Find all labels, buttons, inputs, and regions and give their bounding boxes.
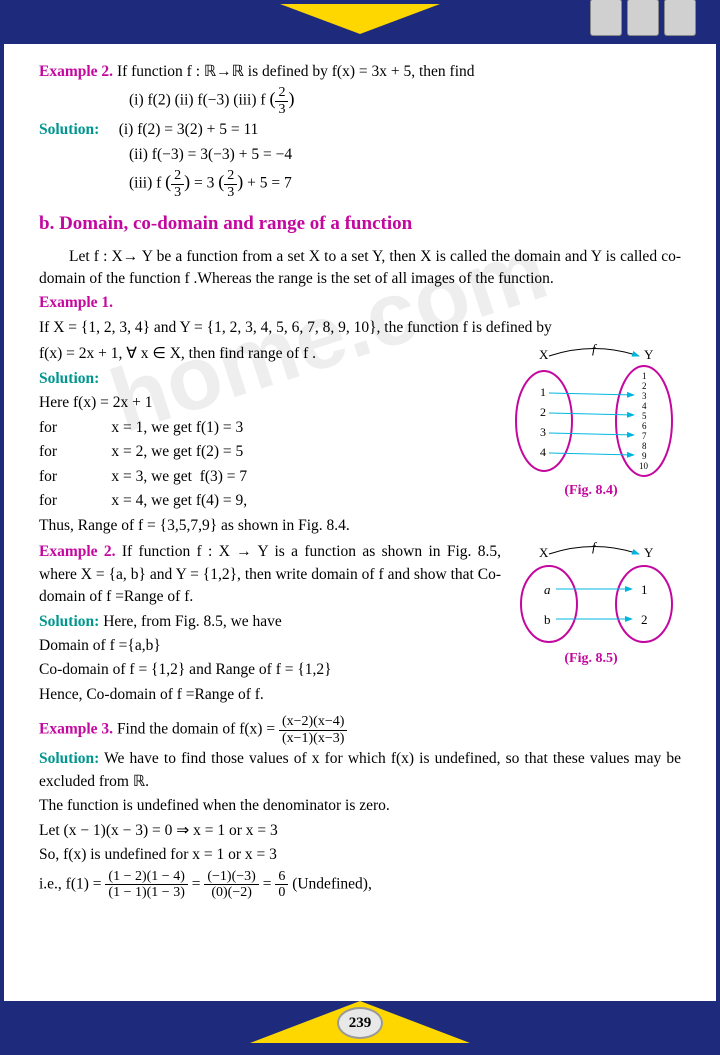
- solution-line: Solution: (i) f(2) = 3(2) + 5 = 11: [39, 119, 681, 141]
- fig-8-5-diagram: XY f ab 12: [504, 539, 679, 649]
- example1-label: Example 1.: [39, 294, 113, 311]
- svg-text:Y: Y: [644, 545, 654, 560]
- example2-text: If function f : ℝ→ℝ is defined by f(x) =…: [113, 63, 474, 80]
- svg-text:2: 2: [641, 612, 648, 627]
- svg-text:4: 4: [642, 401, 647, 411]
- fig-8-4-diagram: XY f 1234 12345678910: [504, 341, 679, 481]
- example3-line: Example 3. Find the domain of f(x) = (x−…: [39, 714, 681, 746]
- svg-text:2: 2: [540, 405, 546, 419]
- svg-text:a: a: [544, 582, 551, 597]
- svg-text:b: b: [544, 612, 551, 627]
- calculator-icon: [664, 0, 696, 36]
- example2-parts: (i) f(2) (ii) f(−3) (iii) f (23): [39, 85, 681, 117]
- svg-text:9: 9: [642, 451, 647, 461]
- svg-text:X: X: [539, 347, 549, 362]
- svg-text:X: X: [539, 545, 549, 560]
- svg-text:1: 1: [641, 582, 648, 597]
- sol-iii: (iii) f (23) = 3 (23) + 5 = 7: [39, 168, 681, 200]
- svg-text:5: 5: [642, 411, 647, 421]
- section-heading: b. Domain, co-domain and range of a func…: [39, 210, 681, 238]
- example1-block: f(x) = 2x + 1, ∀ x ∈ X, then find range …: [39, 341, 681, 539]
- pencil-icon: [627, 0, 659, 36]
- svg-text:1: 1: [642, 371, 647, 381]
- example3-calc: i.e., f(1) = (1 − 2)(1 − 4)(1 − 1)(1 − 3…: [39, 869, 681, 901]
- top-banner: [4, 4, 716, 44]
- sol-ii: (ii) f(−3) = 3(−3) + 5 = −4: [39, 144, 681, 166]
- page-number: 239: [337, 1007, 383, 1039]
- svg-text:2: 2: [642, 381, 647, 391]
- fig85-label: (Fig. 8.5): [501, 649, 681, 669]
- content: Example 2. If function f : ℝ→ℝ is define…: [39, 59, 681, 991]
- svg-text:6: 6: [642, 421, 647, 431]
- page-frame: home.com Example 2. If function f : ℝ→ℝ …: [0, 0, 720, 1055]
- svg-text:3: 3: [642, 391, 647, 401]
- compass-icon: [590, 0, 622, 36]
- intro-para: Let f : X→ Y be a function from a set X …: [39, 246, 681, 291]
- tool-icons: [590, 0, 696, 36]
- svg-text:8: 8: [642, 441, 647, 451]
- example2b-block: Example 2. If function f : X → Y is a fu…: [39, 539, 681, 708]
- example1-text: If X = {1, 2, 3, 4} and Y = {1, 2, 3, 4,…: [39, 317, 681, 339]
- example2-label: Example 2.: [39, 63, 113, 80]
- fig84-label: (Fig. 8.4): [501, 481, 681, 501]
- svg-text:Y: Y: [644, 347, 654, 362]
- svg-text:7: 7: [642, 431, 647, 441]
- svg-text:1: 1: [540, 385, 546, 399]
- svg-text:4: 4: [540, 445, 546, 459]
- svg-text:3: 3: [540, 425, 546, 439]
- example2-line: Example 2. If function f : ℝ→ℝ is define…: [39, 61, 681, 83]
- svg-text:10: 10: [639, 461, 649, 471]
